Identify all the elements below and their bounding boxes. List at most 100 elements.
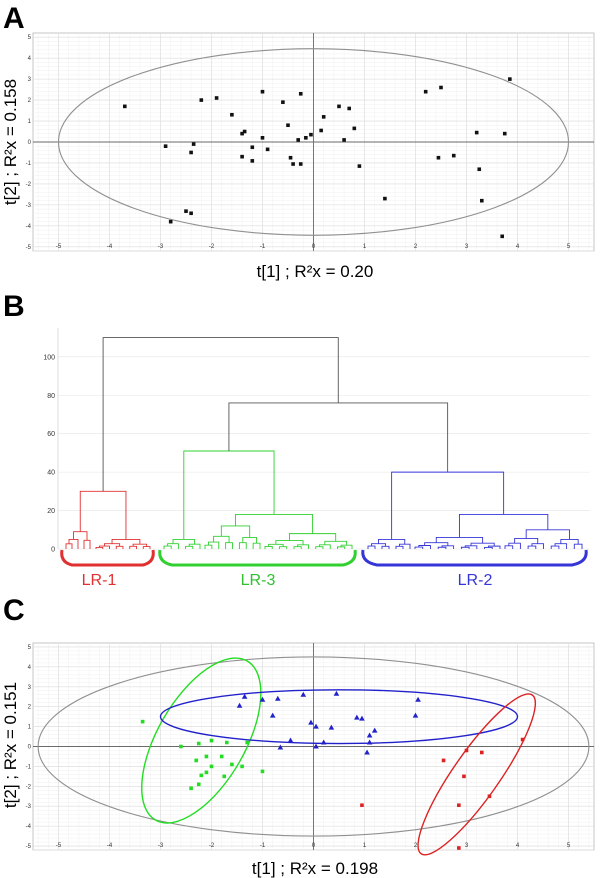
panel-a-x-tick-label: 1 [363, 244, 367, 250]
panel-a-point-samples [337, 104, 341, 109]
panel-a-x-tick-label: -1 [260, 244, 266, 250]
panel-c-point-lr-2 [359, 715, 365, 721]
dendrogram-link-lr3 [315, 546, 324, 549]
panel-c-point-lr-1 [487, 794, 492, 799]
panel-c-point-lr-2 [366, 732, 373, 738]
dendrogram-link-lr2 [525, 529, 570, 540]
panel-a-point-samples [123, 104, 127, 109]
panel-c-point-lr-3 [196, 741, 201, 746]
panel-a-x-tick-label: 3 [465, 244, 469, 250]
panel-b-y-ticks: 0 20 40 60 80 100 [43, 354, 55, 553]
panel-c-y-tick-label: 0 [28, 745, 32, 751]
panel-a-x-axis-title: t[1] ; R²x = 0.20 [257, 262, 374, 281]
panel-c-point-lr-3 [140, 719, 145, 724]
dendrogram-link-lr3 [188, 543, 201, 549]
cluster-label-lr1: LR-1 [82, 572, 117, 589]
panel-c-point-lr-1 [360, 803, 364, 808]
panel-c-point-lr-2 [328, 724, 335, 730]
dendrogram-link-lr2 [573, 543, 583, 549]
dendrogram-link-lr3 [252, 542, 261, 549]
panel-c-point-lr-1 [480, 750, 484, 755]
panel-c-x-tick-label: -5 [56, 843, 62, 849]
panel-a-point-samples [436, 155, 441, 160]
panel-a-point-samples [230, 112, 234, 117]
dendrogram-link-lr1 [142, 546, 151, 549]
panel-c-y-axis-title: t[2] ; R²x = 0.151 [1, 682, 20, 808]
panel-a-y-tick-label: 3 [28, 77, 32, 83]
panel-a-point-samples [242, 129, 247, 134]
dendrogram-link-root [102, 337, 339, 492]
dendrogram-link-lr3 [185, 545, 194, 549]
panel-c-points [140, 690, 525, 850]
panel-c-point-lr-1 [457, 803, 461, 808]
panel-a-point-samples [250, 145, 255, 150]
dendrogram-link-lr2 [391, 471, 505, 540]
dendrogram-link-lr2 [508, 542, 521, 549]
panel-c-point-lr-3 [245, 740, 249, 745]
panel-a-grid [33, 33, 594, 252]
panel-a-y-tick-label: -5 [26, 245, 32, 251]
panel-c-x-tick-label: 5 [567, 843, 571, 849]
panel-a-point-samples [296, 138, 300, 142]
dendrogram-link-lr2 [395, 545, 404, 549]
panel-c-point-lr-2 [277, 744, 284, 750]
dendrogram-link-lr2 [435, 537, 484, 544]
panel-b-y-tick-label: 40 [47, 470, 55, 477]
panel-a-y-tick-label: -2 [26, 182, 32, 188]
panel-b-y-tick-label: 20 [47, 508, 55, 515]
panel-c-ticks: -5 -4 -3 -2 -1 0 1 2 3 4 5 -5 -4 -3 -2 -1 0 1 2 3 4 5 [26, 645, 571, 850]
panel-c-point-lr-2 [333, 690, 340, 696]
cluster-bracket-lr2 [361, 549, 588, 567]
panel-c-point-lr-2 [371, 727, 378, 733]
panel-a-point-samples [352, 126, 357, 131]
panel-c-point-lr-2 [320, 739, 327, 745]
panel-c-y-tick-label: -2 [26, 784, 32, 790]
panel-c-point-lr-3 [194, 758, 198, 763]
panel-c-x-tick-label: 0 [312, 843, 316, 849]
panel-a-y-tick-label: 4 [28, 56, 32, 62]
dendrogram-link-lr2 [458, 513, 549, 538]
panel-a-point-samples [288, 155, 293, 160]
panel-a-x-tick-label: 0 [312, 244, 316, 250]
panel-a-point-samples [189, 211, 193, 216]
panel-label-c: C [3, 594, 25, 627]
cluster-label-lr3: LR-3 [241, 572, 276, 589]
panel-label-b: B [3, 290, 25, 323]
panel-c-point-lr-1 [457, 846, 461, 850]
panel-a-point-samples [189, 150, 193, 155]
panel-c-point-lr-3 [204, 754, 209, 759]
panel-c-y-tick-label: 1 [28, 725, 32, 731]
panel-c-point-lr-3 [222, 774, 227, 779]
panel-a-y-tick-label: -3 [26, 203, 32, 209]
panel-c-ellipses [37, 656, 590, 856]
panel-c-point-lr-2 [308, 719, 314, 725]
panel-a-point-samples [508, 77, 512, 81]
panel-c-x-tick-label: 1 [363, 843, 367, 849]
panel-c-grid [33, 643, 594, 851]
panel-a-point-samples [281, 100, 285, 104]
dendrogram-link-lr3 [238, 542, 247, 549]
dendrogram-link-lr3 [279, 546, 288, 549]
panel-c-point-lr-2 [236, 702, 243, 708]
panel-a-point-samples [439, 85, 443, 90]
panel-c-point-lr-1 [441, 758, 446, 763]
cluster-bracket-lr3 [158, 549, 357, 567]
panel-a-point-samples [298, 162, 303, 166]
panel-a-point-samples [250, 159, 255, 163]
dendrogram-link-lr2 [484, 546, 493, 549]
panel-a-point-samples [477, 167, 482, 172]
panel-a-x-tick-label: -3 [158, 244, 164, 250]
panel-a-point-samples [191, 142, 196, 146]
panel-c-y-tick-label: 4 [28, 665, 32, 671]
panel-c-point-lr-2 [364, 749, 370, 755]
panel-a-point-samples [291, 162, 295, 166]
panel-a-point-samples [423, 89, 428, 94]
panel-a-x-tick-label: 2 [414, 244, 418, 250]
panel-a-point-samples [163, 144, 168, 148]
panel-c-point-lr-1 [462, 774, 466, 779]
panel-c-point-lr-2 [287, 737, 294, 743]
panel-c-group-ellipse-lr-2 [159, 689, 519, 745]
panel-a-point-samples [260, 136, 265, 140]
dendrogram-link-lr1 [129, 545, 137, 549]
dendrogram-link-lr3 [220, 525, 251, 538]
